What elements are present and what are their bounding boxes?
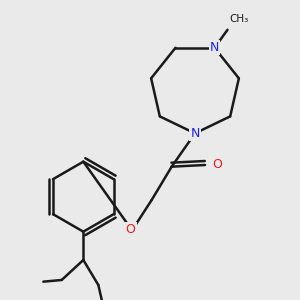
Text: N: N — [210, 41, 219, 54]
Text: O: O — [126, 224, 136, 236]
Text: O: O — [213, 158, 223, 172]
Text: N: N — [190, 127, 200, 140]
Text: CH₃: CH₃ — [229, 14, 248, 24]
